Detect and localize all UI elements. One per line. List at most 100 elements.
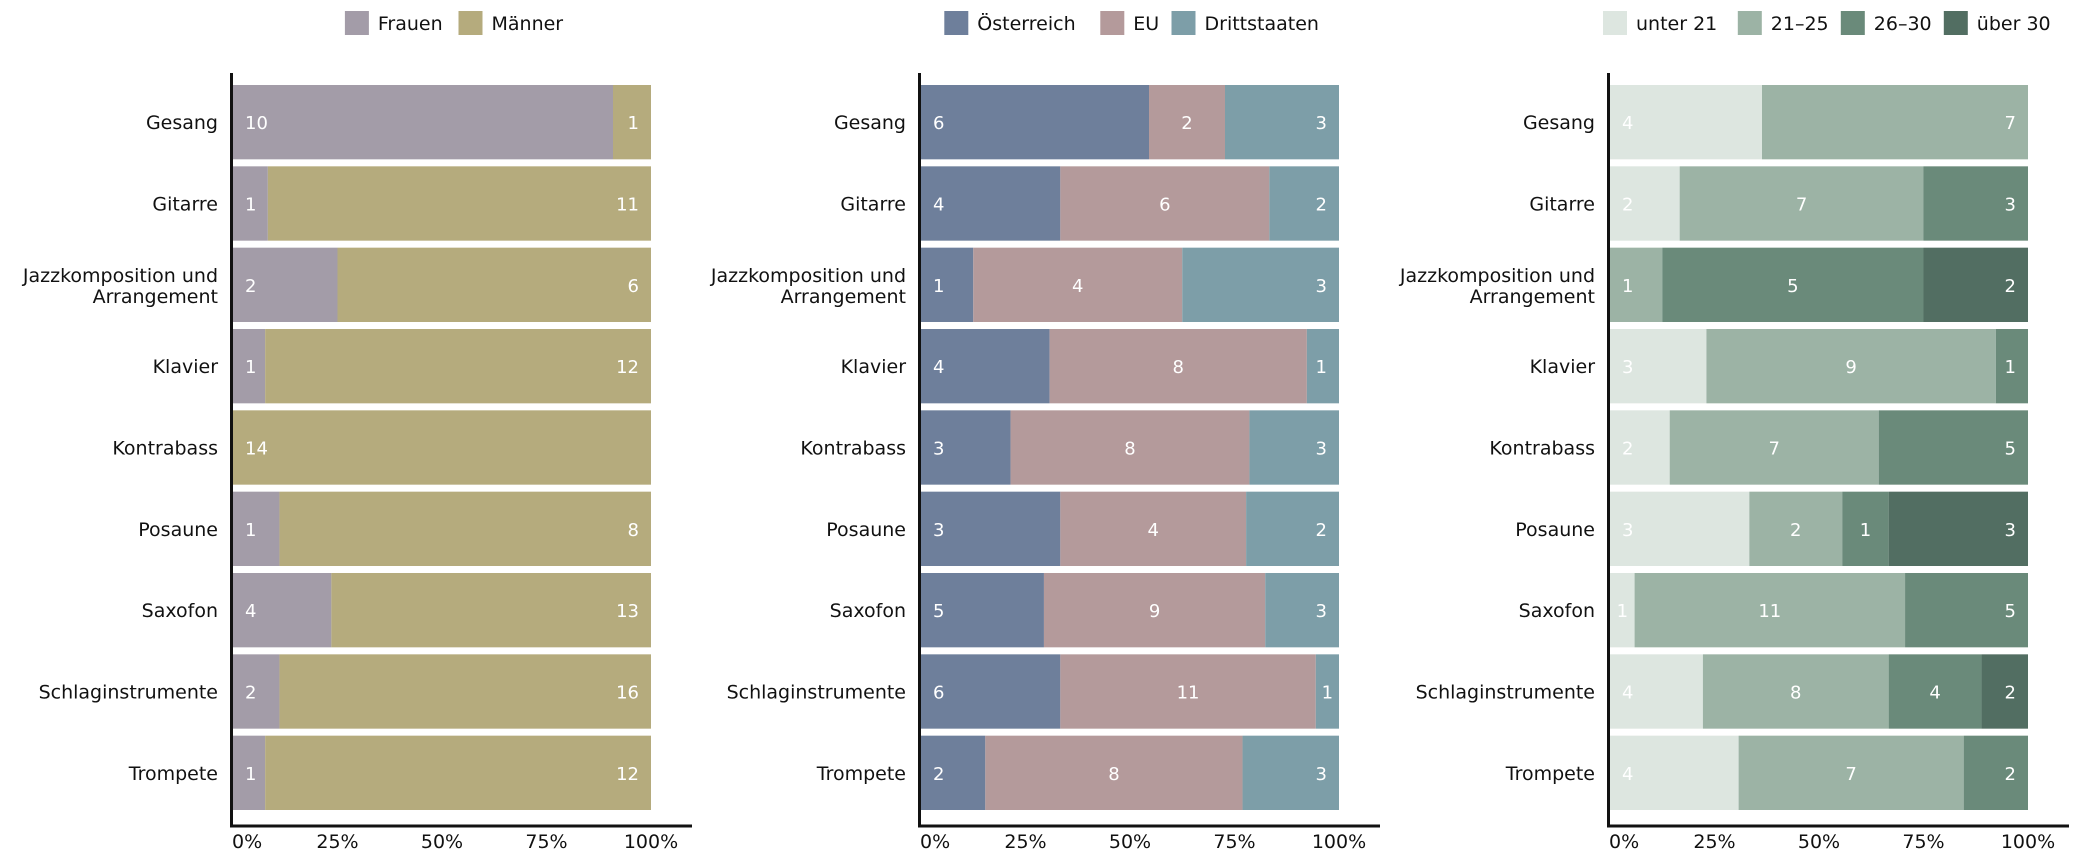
- bar-segment-unter-21: [1610, 654, 1703, 729]
- bar-segment-unter-21: [1610, 410, 1670, 485]
- bar-segment-manner: [267, 166, 651, 241]
- bar-segment-26-30: [1842, 491, 1889, 566]
- legend-swatch-eu: [1100, 11, 1125, 35]
- bar-segment-manner: [613, 85, 651, 160]
- legend-label: Frauen: [378, 13, 443, 35]
- data-label: 8: [1124, 439, 1135, 460]
- data-label: 7: [1845, 764, 1856, 785]
- data-label: 3: [1316, 113, 1327, 134]
- x-tick-label: 75%: [525, 831, 567, 853]
- bar-segment-drittstaaten: [1249, 410, 1339, 485]
- data-label: 4: [1622, 764, 1633, 785]
- x-tick-label: 50%: [1109, 831, 1151, 853]
- data-label: 4: [245, 601, 256, 622]
- category-label: Trompete: [816, 763, 906, 785]
- data-label: 3: [2005, 195, 2016, 216]
- x-tick-label: 25%: [1004, 831, 1046, 853]
- data-label: 1: [1316, 357, 1327, 378]
- data-label: 1: [1622, 276, 1633, 297]
- legend-label: unter 21: [1636, 13, 1717, 35]
- data-label: 11: [1177, 683, 1200, 704]
- data-label: 8: [1108, 764, 1119, 785]
- bar-segment-drittstaaten: [1182, 247, 1339, 322]
- data-label: 2: [1316, 195, 1327, 216]
- legend-swatch-unter-21: [1603, 11, 1627, 35]
- data-label: 16: [616, 683, 639, 704]
- data-label: 4: [1929, 683, 1940, 704]
- data-label: 7: [1796, 195, 1807, 216]
- data-label: 4: [1622, 683, 1633, 704]
- data-label: 5: [2005, 601, 2016, 622]
- data-label: 7: [2005, 113, 2016, 134]
- bar-segment-osterreich: [921, 410, 1011, 485]
- bar-segment-eu: [985, 735, 1243, 810]
- bar-segment-frauen: [233, 735, 266, 810]
- category-label: Saxofon: [830, 600, 906, 622]
- data-label: 2: [933, 764, 944, 785]
- data-label: 6: [1159, 195, 1170, 216]
- category-label: Jazzkomposition und Arrangement: [710, 265, 906, 308]
- category-label: Kontrabass: [1489, 438, 1595, 460]
- data-label: 1: [245, 520, 256, 541]
- legend-swatch-osterreich: [944, 11, 969, 35]
- category-label: Schlaginstrumente: [1416, 682, 1595, 704]
- legend-label: 26–30: [1874, 13, 1932, 35]
- data-label: 6: [933, 113, 944, 134]
- category-label: Schlaginstrumente: [727, 682, 906, 704]
- bar-segment-eu: [1010, 410, 1250, 485]
- bar-segment-uber-30: [1888, 491, 2028, 566]
- legend-label: über 30: [1977, 13, 2051, 35]
- data-label: 1: [2005, 357, 2016, 378]
- category-label: Saxofon: [142, 600, 218, 622]
- legend-swatch-drittstaaten: [1171, 11, 1196, 35]
- x-tick-label: 75%: [1213, 831, 1255, 853]
- bar-segment-eu: [1149, 85, 1225, 160]
- bar-segment-frauen: [233, 329, 266, 404]
- bar-segment-26-30: [1662, 247, 1924, 322]
- data-label: 8: [1790, 683, 1801, 704]
- bar-segment-drittstaaten: [1265, 573, 1339, 648]
- data-label: 12: [616, 357, 639, 378]
- data-label: 3: [933, 520, 944, 541]
- bar-segment-drittstaaten: [1225, 85, 1339, 160]
- data-label: 2: [1622, 439, 1633, 460]
- bar-segment-osterreich: [921, 491, 1061, 566]
- bar-segment-unter-21: [1610, 491, 1750, 566]
- bar-segment-manner: [265, 735, 651, 810]
- bar-segment-26-30: [1888, 654, 1982, 729]
- data-label: 11: [616, 195, 639, 216]
- bar-segment-21-25: [1749, 491, 1843, 566]
- data-label: 4: [1072, 276, 1083, 297]
- data-label: 1: [245, 357, 256, 378]
- x-tick-label: 0%: [920, 831, 950, 853]
- bar-segment-eu: [1043, 573, 1266, 648]
- legend-label: EU: [1133, 13, 1159, 35]
- legend: Österreich EU Drittstaaten: [944, 11, 1319, 35]
- category-label: Gitarre: [1529, 194, 1595, 216]
- data-label: 1: [1617, 601, 1628, 622]
- data-label: 2: [245, 683, 256, 704]
- bar-segment-unter-21: [1610, 166, 1680, 241]
- x-tick-label: 75%: [1902, 831, 1944, 853]
- data-label: 2: [2005, 764, 2016, 785]
- legend-label: Männer: [492, 13, 564, 35]
- chart-panel-2: Österreich EU Drittstaaten 6 2 3 Gesang 4 6 2 Gita…: [710, 11, 1380, 853]
- bar-segment-manner: [265, 329, 651, 404]
- legend: Frauen Männer: [344, 11, 564, 35]
- data-label: 3: [1622, 520, 1633, 541]
- bar-segment-osterreich: [921, 654, 1061, 729]
- bar-segment-manner: [279, 654, 651, 729]
- category-label: Posaune: [1515, 519, 1595, 541]
- bar-segment-drittstaaten: [1242, 735, 1339, 810]
- data-label: 8: [1173, 357, 1184, 378]
- data-label: 10: [245, 113, 268, 134]
- bar-segment-manner: [337, 247, 651, 322]
- data-label: 4: [1622, 113, 1633, 134]
- bar-segment-manner: [279, 491, 651, 566]
- bar-segment-osterreich: [921, 85, 1149, 160]
- data-label: 4: [933, 195, 944, 216]
- data-label: 6: [628, 276, 639, 297]
- bar-segment-eu: [1060, 491, 1247, 566]
- legend-label: Drittstaaten: [1205, 13, 1319, 35]
